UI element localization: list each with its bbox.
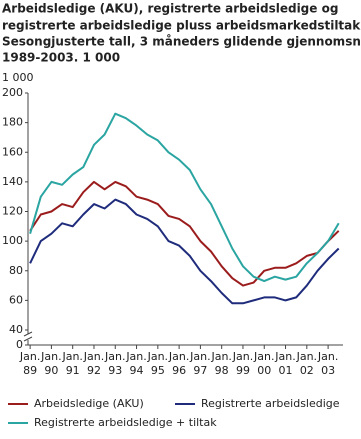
y-tick-label: 0 xyxy=(16,338,23,351)
x-tick-label: 96 xyxy=(172,364,186,377)
x-tick-label: Jan. xyxy=(125,350,146,363)
x-tick-label: Jan. xyxy=(168,350,189,363)
x-tick-label: 97 xyxy=(193,364,207,377)
y-tick-label: 200 xyxy=(2,86,23,99)
x-tick-label: Jan. xyxy=(40,350,61,363)
x-tick-label: 90 xyxy=(44,364,58,377)
x-tick-label: 91 xyxy=(66,364,80,377)
x-tick-label: Jan. xyxy=(253,350,274,363)
x-tick-label: Jan. xyxy=(210,350,231,363)
x-tick-label: Jan. xyxy=(232,350,253,363)
chart-title: registrerte arbeidsledige pluss arbeidsm… xyxy=(2,19,361,33)
legend-label: Arbeidsledige (AKU) xyxy=(34,397,144,410)
x-tick-label: Jan. xyxy=(61,350,82,363)
x-tick-label: 93 xyxy=(108,364,122,377)
x-tick-label: 99 xyxy=(236,364,250,377)
x-tick-label: Jan. xyxy=(19,350,40,363)
x-tick-label: 98 xyxy=(215,364,229,377)
x-tick-label: Jan. xyxy=(274,350,295,363)
axis-break xyxy=(23,331,33,342)
x-tick-label: Jan. xyxy=(104,350,125,363)
y-tick-label: 40 xyxy=(9,323,23,336)
chart-title: Arbeidsledige (AKU), registrerte arbeids… xyxy=(2,2,338,16)
chart-title: 1989-2003. 1 000 xyxy=(2,51,120,65)
y-tick-label: 120 xyxy=(2,205,23,218)
y-tick-label: 80 xyxy=(9,264,23,277)
legend-label: Registrerte arbeidsledige xyxy=(201,397,340,410)
y-tick-label: 100 xyxy=(2,234,23,247)
x-tick-label: 92 xyxy=(87,364,101,377)
x-tick-label: 95 xyxy=(151,364,165,377)
x-tick-label: 01 xyxy=(279,364,293,377)
y-tick-label: 140 xyxy=(2,175,23,188)
y-tick-label: 160 xyxy=(2,145,23,158)
legend-label: Registrerte arbeidsledige + tiltak xyxy=(34,416,217,429)
x-tick-label: 00 xyxy=(257,364,271,377)
x-tick-label: Jan. xyxy=(83,350,104,363)
y-tick-label: 60 xyxy=(9,293,23,306)
x-tick-label: Jan. xyxy=(296,350,317,363)
y-unit: 1 000 xyxy=(2,71,34,84)
x-tick-label: Jan. xyxy=(189,350,210,363)
y-tick-label: 180 xyxy=(2,116,23,129)
x-tick-label: Jan. xyxy=(147,350,168,363)
series-line xyxy=(29,112,340,283)
x-tick-label: 94 xyxy=(130,364,144,377)
chart-title: Sesongjusterte tall, 3 måneders glidende… xyxy=(2,35,361,49)
series-line xyxy=(29,198,340,305)
x-tick-label: 03 xyxy=(321,364,335,377)
x-tick-label: 89 xyxy=(23,364,37,377)
series-line xyxy=(29,180,340,287)
x-tick-label: 02 xyxy=(300,364,314,377)
x-tick-label: Jan. xyxy=(317,350,338,363)
